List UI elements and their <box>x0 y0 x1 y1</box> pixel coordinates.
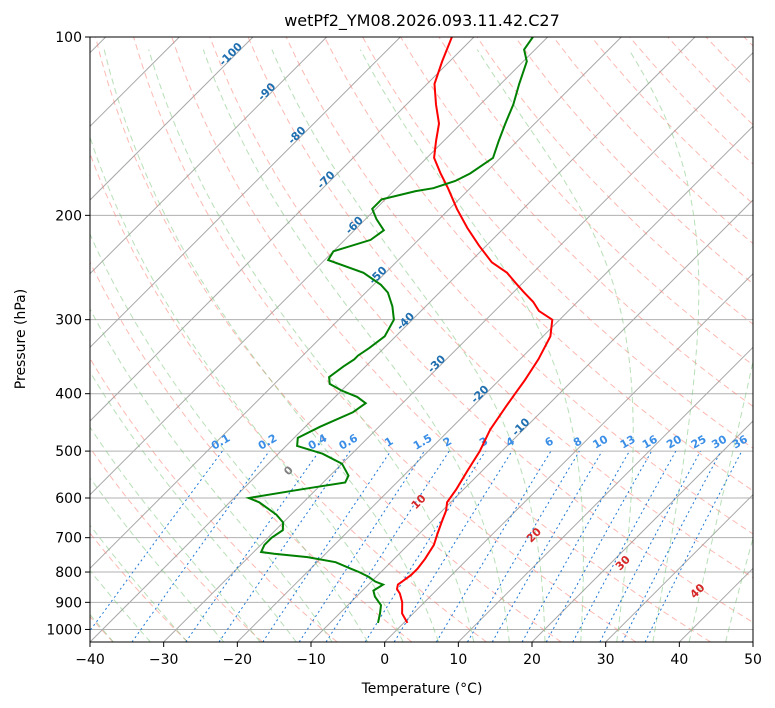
moist-adiabat <box>90 476 225 642</box>
y-tick-label: 1000 <box>46 622 82 638</box>
y-tick-label: 100 <box>55 30 82 46</box>
y-axis: 100 200 300 400 500 600 700 800 900 1000 <box>46 30 90 638</box>
dry-adiabat <box>514 37 753 285</box>
isotherm-gridline <box>236 125 753 642</box>
y-tick-label: 400 <box>55 387 82 403</box>
dry-adiabat <box>285 37 753 535</box>
moist-adiabat <box>90 232 369 642</box>
x-tick-label: 40 <box>670 652 688 668</box>
chart-title: wetPf2_YM08.2026.093.11.42.C27 <box>284 11 560 31</box>
y-tick-label: 300 <box>55 313 82 329</box>
x-tick-label: −40 <box>75 652 105 668</box>
moist-adiabat <box>725 536 753 642</box>
mixing-ratio-line <box>435 450 552 642</box>
dry-adiabat <box>90 446 263 642</box>
dry-adiabat <box>247 37 753 579</box>
plot-frame <box>89 36 754 643</box>
mixing-ratio-line <box>621 450 722 642</box>
mixing-ratio-line <box>393 450 513 642</box>
mixing-ratio-line <box>298 450 425 642</box>
isotherm-gridline <box>90 37 328 275</box>
moist-adiabat <box>148 49 475 642</box>
temperature-profile-line <box>395 37 554 624</box>
mixing-ratio-line <box>545 450 653 642</box>
mixing-ratio-line <box>491 450 603 642</box>
mixing-ratio-line <box>521 450 630 642</box>
dry-adiabat <box>171 37 711 642</box>
moist-adiabat <box>202 49 510 642</box>
moist-adiabat <box>476 49 634 642</box>
moist-adiabat <box>271 49 546 642</box>
isotherm-gridline <box>90 37 549 496</box>
x-tick-label: 30 <box>597 652 615 668</box>
mixing-ratio-line <box>572 450 677 642</box>
x-tick-label: 0 <box>380 652 389 668</box>
isotherm-gridline <box>605 493 753 642</box>
moist-adiabat <box>90 370 297 642</box>
dry-adiabat <box>323 37 753 492</box>
x-tick-label: −30 <box>149 652 179 668</box>
x-axis-label: Temperature (°C) <box>361 681 483 697</box>
x-tick-label: −10 <box>296 652 326 668</box>
isotherm-gridline <box>457 346 753 642</box>
isotherm-gridline <box>90 37 696 642</box>
mixing-ratio-line <box>90 450 223 632</box>
x-tick-label: −20 <box>223 652 253 668</box>
moist-adiabat <box>90 426 261 642</box>
mixing-ratio-line <box>185 450 320 642</box>
isotherm-gridline <box>90 37 475 422</box>
mixing-ratio-line <box>599 450 701 642</box>
x-tick-label: 50 <box>744 652 762 668</box>
isotherm-gridline <box>384 272 753 642</box>
y-tick-label: 900 <box>55 595 82 611</box>
dry-adiabat <box>90 357 338 642</box>
y-tick-label: 600 <box>55 491 82 507</box>
dry-adiabat <box>133 37 637 642</box>
isotherm-gridline <box>90 37 401 349</box>
x-tick-label: 10 <box>449 652 467 668</box>
mixing-ratio-line <box>364 450 486 642</box>
moist-adiabat <box>90 135 404 642</box>
isotherm-gridline <box>90 37 622 570</box>
mixing-ratio-line <box>644 450 743 642</box>
isotherm-gridline <box>163 51 753 642</box>
moist-adiabat <box>103 49 439 642</box>
x-tick-label: 20 <box>523 652 541 668</box>
dewpoint-profile-line <box>245 37 534 624</box>
y-tick-label: 800 <box>55 565 82 581</box>
dry-adiabat <box>209 37 753 623</box>
mixing-ratio-line <box>131 450 270 642</box>
isotherm-gridline <box>531 420 753 642</box>
mixing-ratio-line <box>467 450 580 642</box>
y-tick-label: 200 <box>55 208 82 224</box>
moist-adiabat <box>359 49 584 642</box>
x-axis: −40 −30 −20 −10 0 10 20 30 40 50 <box>75 642 762 668</box>
y-tick-label: 500 <box>55 444 82 460</box>
mixing-ratio-line <box>325 450 450 642</box>
moist-adiabat <box>688 358 753 642</box>
moist-adiabat <box>628 49 700 642</box>
isotherm-gridline <box>90 37 254 201</box>
y-axis-label: Pressure (hPa) <box>13 289 29 389</box>
dry-adiabat <box>90 261 413 642</box>
moist-adiabat <box>90 308 333 642</box>
y-tick-label: 700 <box>55 531 82 547</box>
